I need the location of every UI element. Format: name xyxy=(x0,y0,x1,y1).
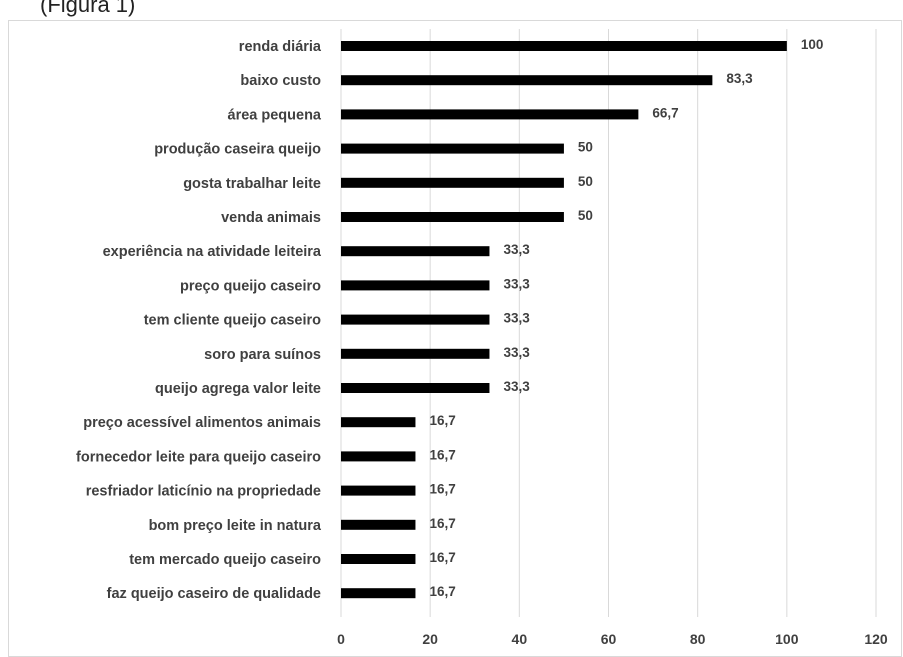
category-label: renda diária xyxy=(239,39,322,55)
category-label: experiência na atividade leiteira xyxy=(103,244,322,260)
category-label: preço acessível alimentos animais xyxy=(83,415,321,431)
data-label: 33,3 xyxy=(503,276,530,291)
bar xyxy=(341,485,416,496)
bar xyxy=(341,41,787,51)
category-label: soro para suínos xyxy=(204,347,321,363)
data-label: 33,3 xyxy=(503,311,530,326)
data-label: 50 xyxy=(578,140,593,155)
bar xyxy=(341,519,416,530)
data-label: 50 xyxy=(578,174,593,189)
category-label: queijo agrega valor leite xyxy=(155,381,321,397)
data-label: 16,7 xyxy=(429,413,455,428)
x-tick-label: 120 xyxy=(864,631,888,647)
data-label: 100 xyxy=(801,37,824,52)
bar xyxy=(341,451,416,462)
bar xyxy=(341,212,564,222)
category-label: tem cliente queijo caseiro xyxy=(144,313,321,329)
category-label: gosta trabalhar leite xyxy=(183,176,321,192)
bars xyxy=(341,41,787,599)
category-label: bom preço leite in natura xyxy=(149,518,322,534)
data-label: 33,3 xyxy=(503,379,530,394)
bar xyxy=(341,143,564,154)
data-label: 66,7 xyxy=(652,105,678,120)
data-label: 16,7 xyxy=(429,516,455,531)
data-label: 16,7 xyxy=(429,550,455,565)
category-label: área pequena xyxy=(228,107,322,123)
category-label: resfriador laticínio na propriedade xyxy=(86,484,321,500)
category-label: tem mercado queijo caseiro xyxy=(129,552,321,568)
category-label: preço queijo caseiro xyxy=(180,278,321,294)
x-tick-label: 60 xyxy=(601,631,617,647)
category-labels: renda diária baixo custo área pequena produ… xyxy=(76,39,322,602)
bar xyxy=(341,280,490,291)
bar xyxy=(341,246,490,257)
bar xyxy=(341,348,490,359)
category-label: fornecedor leite para queijo caseiro xyxy=(76,449,321,465)
x-tick-label: 0 xyxy=(337,631,345,647)
bar xyxy=(341,417,416,428)
category-label: baixo custo xyxy=(240,73,321,89)
bar xyxy=(341,588,416,599)
bar xyxy=(341,109,639,120)
figure-caption: (Figura 1) xyxy=(40,0,136,17)
category-label: produção caseira queijo xyxy=(154,142,321,158)
data-labels: 100 83,3 66,7 50 50 50 33,3 33,3 33,3 33,3 33,3 16,… xyxy=(429,37,823,599)
data-label: 33,3 xyxy=(503,345,530,360)
bar xyxy=(341,177,564,188)
x-axis-tick-labels: 0 20 40 60 80 100 120 xyxy=(337,631,888,647)
data-label: 16,7 xyxy=(429,584,455,599)
bar xyxy=(341,554,416,564)
x-tick-label: 100 xyxy=(775,631,799,647)
category-label: faz queijo caseiro de qualidade xyxy=(107,586,321,602)
data-label: 33,3 xyxy=(503,242,530,257)
gridlines xyxy=(340,29,877,617)
bar xyxy=(341,75,713,86)
x-tick-label: 40 xyxy=(512,631,528,647)
bar xyxy=(341,314,490,325)
data-label: 83,3 xyxy=(726,71,753,86)
data-label: 50 xyxy=(578,208,593,223)
category-label: venda animais xyxy=(221,210,321,226)
data-label: 16,7 xyxy=(429,447,455,462)
bar xyxy=(341,383,490,393)
x-tick-label: 80 xyxy=(690,631,706,647)
chart-frame xyxy=(8,20,902,657)
data-label: 16,7 xyxy=(429,482,455,497)
x-tick-label: 20 xyxy=(422,631,438,647)
